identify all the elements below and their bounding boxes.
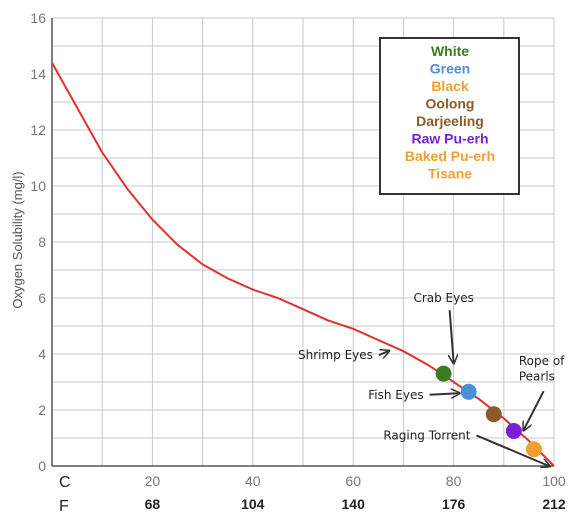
annotation-label: Fish Eyes	[368, 388, 423, 402]
legend-box	[379, 37, 520, 195]
x-tick-label-celsius: 60	[345, 473, 361, 489]
y-tick-label: 4	[38, 346, 46, 362]
tea-point	[485, 406, 502, 423]
x-tick-label-celsius: 80	[446, 473, 462, 489]
legend-entry: White	[431, 43, 469, 59]
annotation-arrow	[476, 434, 549, 466]
legend-entry: Oolong	[426, 96, 475, 112]
y-tick-label: 8	[38, 234, 46, 250]
y-tick-label: 10	[30, 178, 46, 194]
legend-entry: Tisane	[428, 166, 472, 182]
annotation-arrow	[378, 351, 388, 355]
x-tick-label-fahrenheit: 176	[442, 496, 466, 512]
y-tick-label: 2	[38, 402, 46, 418]
y-tick-label: 12	[30, 122, 46, 138]
legend-entry: Raw Pu-erh	[411, 131, 488, 147]
y-tick-label: 0	[38, 458, 46, 474]
celsius-scale-label: C	[59, 474, 71, 491]
x-tick-label-fahrenheit: 104	[241, 496, 265, 512]
y-tick-label: 16	[30, 10, 46, 26]
x-tick-label-celsius: 40	[245, 473, 261, 489]
legend-entry: Black	[431, 78, 469, 94]
x-tick-label-fahrenheit: 68	[145, 496, 161, 512]
tea-point	[505, 423, 522, 439]
x-tick-label-fahrenheit: 140	[342, 496, 366, 512]
y-tick-label: 14	[30, 66, 46, 82]
tea-point	[460, 383, 477, 400]
y-axis-label: Oxygen Solubility (mg/l)	[10, 171, 25, 308]
annotation-label: Pearls	[519, 370, 555, 384]
annotation-arrow	[524, 390, 545, 429]
y-tick-label: 6	[38, 290, 46, 306]
annotation-arrow	[450, 310, 454, 362]
x-tick-label-celsius: 100	[542, 473, 566, 489]
annotation-arrow	[429, 393, 459, 395]
x-tick-label-celsius: 20	[145, 473, 161, 489]
annotation-label: Rope of	[519, 354, 565, 368]
legend-entry: Darjeeling	[416, 113, 484, 129]
fahrenheit-scale-label: F	[59, 498, 69, 515]
legend-entry: Baked Pu-erh	[405, 148, 495, 164]
legend-entry: Green	[430, 61, 470, 77]
axes	[51, 18, 554, 467]
tea-point	[435, 365, 452, 382]
x-tick-label-fahrenheit: 212	[542, 496, 566, 512]
annotation-label: Raging Torrent	[383, 428, 470, 442]
tea-point	[525, 441, 542, 458]
annotation-label: Shrimp Eyes	[298, 348, 373, 362]
annotation-label: Crab Eyes	[413, 291, 473, 305]
tea-points	[435, 365, 542, 458]
annotations: Crab Eyes Shrimp Eyes Fish Eyes Rope of Pear…	[298, 291, 565, 466]
